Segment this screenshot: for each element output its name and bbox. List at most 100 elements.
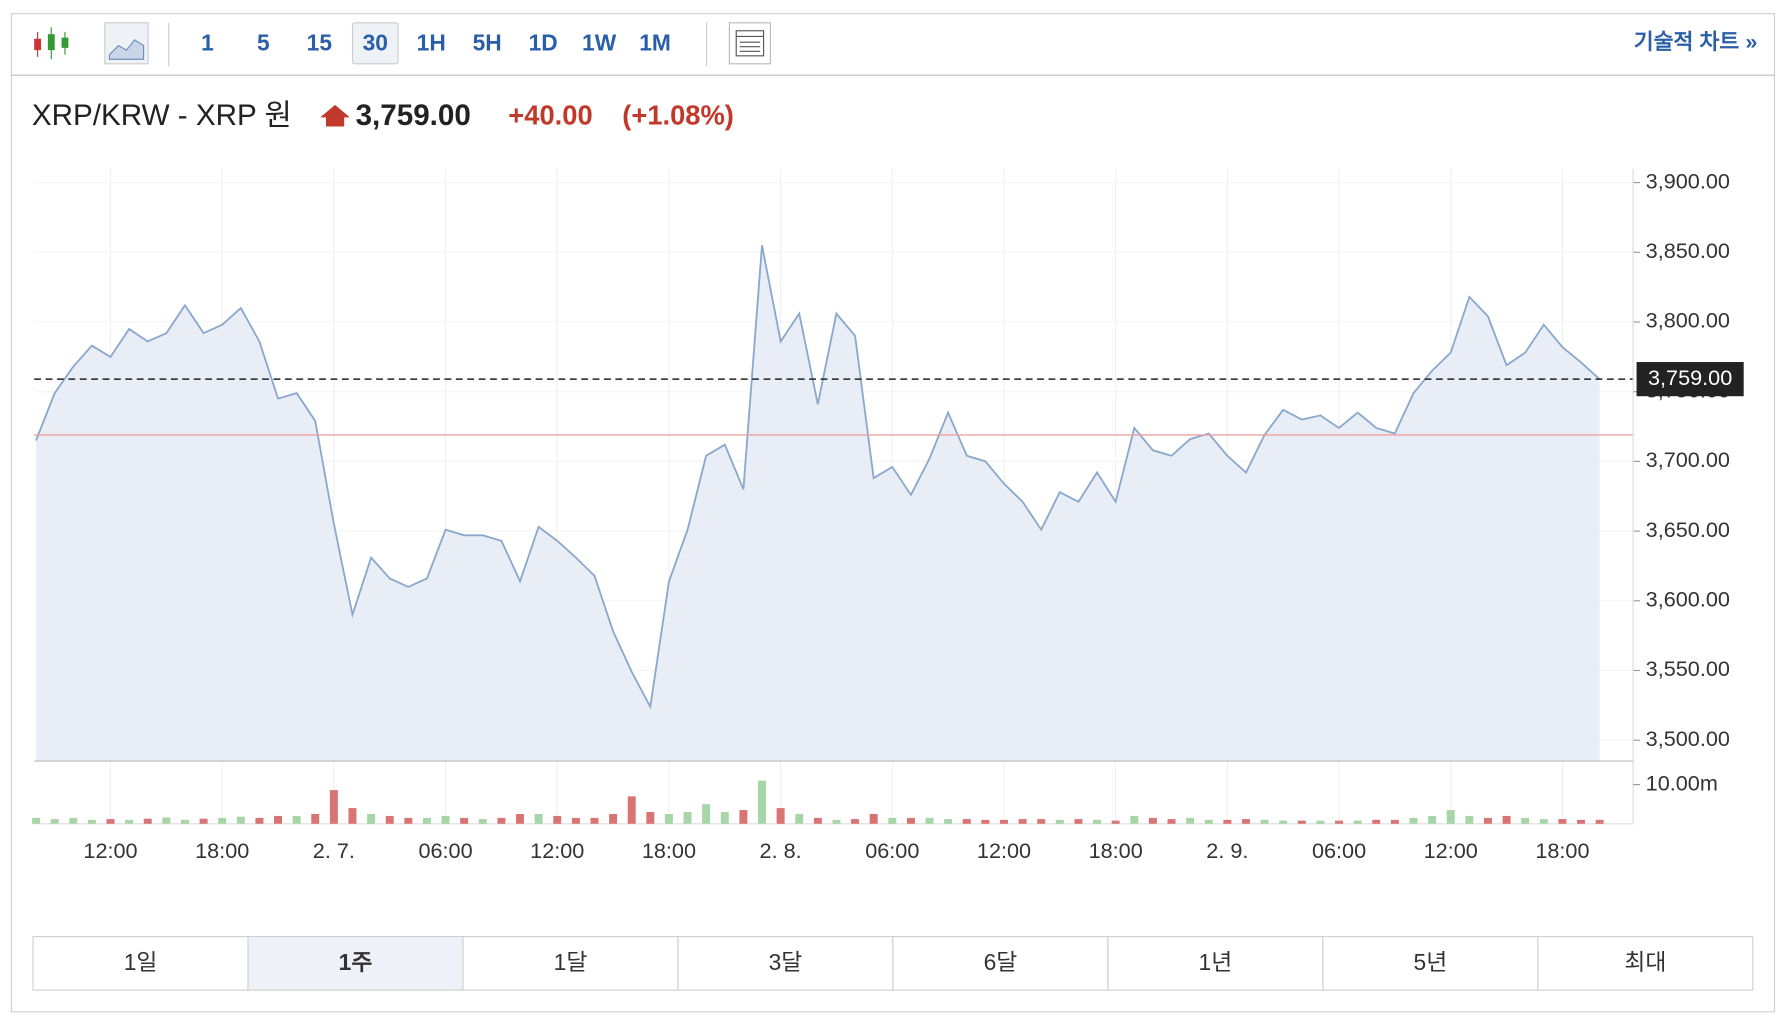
range-button-bg[interactable] — [462, 936, 679, 991]
volume-bar — [143, 818, 152, 824]
volume-bar — [1055, 819, 1064, 824]
volume-bar — [1148, 817, 1157, 824]
y-tick-label: 3,900.00 — [1646, 168, 1730, 193]
volume-bar — [1409, 817, 1418, 824]
volume-bar — [906, 817, 915, 824]
volume-bar — [162, 817, 171, 824]
last-price-tag — [1636, 362, 1744, 397]
volume-bar — [199, 818, 208, 824]
range-button[interactable]: 1일 — [124, 949, 158, 975]
volume-bar — [534, 813, 543, 824]
range-button[interactable]: 5년 — [1414, 949, 1448, 975]
volume-bar — [702, 804, 711, 824]
volume-bar — [1111, 820, 1120, 824]
range-button-bg[interactable] — [892, 936, 1109, 991]
volume-bar — [32, 817, 41, 824]
volume-bar — [1204, 819, 1213, 824]
volume-bar — [925, 817, 934, 824]
volume-bar — [422, 817, 431, 824]
volume-bar — [1167, 819, 1176, 824]
volume-bar — [739, 810, 748, 824]
volume-bar — [1353, 820, 1362, 824]
x-tick-label: 12:00 — [1424, 838, 1478, 863]
volume-bar — [832, 819, 841, 824]
change-percent: (+1.08%) — [622, 100, 734, 131]
volume-bar — [1483, 817, 1492, 824]
range-button[interactable]: 1달 — [554, 949, 588, 975]
candle-icon[interactable] — [34, 27, 69, 60]
volume-bar — [516, 813, 525, 824]
x-tick-label: 12:00 — [530, 838, 584, 863]
volume-bar — [404, 817, 413, 824]
interval-button[interactable]: 30 — [363, 29, 388, 55]
layout-icon[interactable] — [728, 22, 771, 65]
volume-bar — [999, 819, 1008, 824]
volume-bar — [795, 813, 804, 824]
interval-button[interactable]: 15 — [307, 29, 333, 55]
volume-bar — [553, 815, 562, 824]
interval-button[interactable]: 1 — [201, 29, 214, 55]
volume-bar — [255, 817, 264, 824]
volume-bar — [441, 815, 450, 824]
last-price-label: 3,759.00 — [1648, 365, 1732, 390]
volume-bar — [962, 819, 971, 824]
technical-chart-link[interactable]: 기술적 차트 » — [1634, 29, 1758, 54]
interval-button[interactable]: 5H — [473, 29, 502, 55]
volume-bar — [218, 817, 227, 824]
x-tick-label: 2. 9. — [1206, 838, 1248, 863]
x-tick-label: 18:00 — [1535, 838, 1589, 863]
plot: 12:00 18:00 2. 7. 06:00 12:00 18:00 2. 8. 06:00… — [32, 168, 1744, 863]
volume-bar — [683, 812, 692, 824]
volume-bar — [664, 813, 673, 824]
volume-bar — [1502, 815, 1511, 824]
x-tick-label: 06:00 — [1312, 838, 1366, 863]
volume-bar — [1521, 817, 1530, 824]
range-button[interactable]: 6달 — [984, 949, 1018, 975]
change: +40.00 — [508, 100, 592, 131]
volume-bar — [1037, 819, 1046, 824]
volume-bar — [1130, 815, 1139, 824]
interval-button[interactable]: 1M — [639, 29, 671, 55]
x-tick-label: 06:00 — [418, 838, 472, 863]
volume-bar — [1018, 819, 1027, 824]
volume-bar — [311, 813, 320, 824]
price: 3,759.00 — [356, 99, 471, 132]
volume-bar — [869, 813, 878, 824]
x-tick-label: 18:00 — [642, 838, 696, 863]
interval-button[interactable]: 1D — [529, 29, 558, 55]
volume-bar — [478, 819, 487, 824]
range-button-bg[interactable] — [1322, 936, 1539, 991]
volume-bar — [348, 808, 357, 824]
volume-bar — [1223, 819, 1232, 824]
volume-bar — [497, 817, 506, 824]
range-button-bg[interactable] — [247, 936, 464, 991]
interval-button[interactable]: 5 — [257, 29, 270, 55]
x-tick-label: 2. 8. — [760, 838, 802, 863]
x-tick-label: 18:00 — [1089, 838, 1143, 863]
y-tick-label: 3,650.00 — [1646, 517, 1730, 542]
volume-bar — [1390, 819, 1399, 824]
volume-bar — [1186, 817, 1195, 824]
range-button[interactable]: 1주 — [339, 949, 373, 975]
interval-button[interactable]: 1W — [582, 29, 617, 55]
range-button[interactable]: 3달 — [769, 949, 803, 975]
range-button[interactable]: 1년 — [1199, 949, 1233, 975]
y-tick-label: 3,850.00 — [1646, 238, 1730, 263]
range-button-bg[interactable] — [1107, 936, 1324, 991]
range-button-bg[interactable] — [1537, 936, 1754, 991]
volume-bar — [646, 812, 655, 824]
volume-bar — [627, 796, 636, 824]
volume-bar — [981, 819, 990, 824]
volume-bar — [1093, 819, 1102, 824]
range-button[interactable]: 최대 — [1624, 949, 1666, 975]
volume-bar — [50, 819, 59, 824]
volume-bar — [1260, 819, 1269, 824]
volume-bar — [571, 817, 580, 824]
volume-bar — [1446, 810, 1455, 824]
area-icon[interactable] — [104, 22, 149, 65]
interval-button[interactable]: 1H — [417, 29, 446, 55]
y-tick-label: 3,600.00 — [1646, 587, 1730, 612]
range-button-bg[interactable] — [677, 936, 894, 991]
